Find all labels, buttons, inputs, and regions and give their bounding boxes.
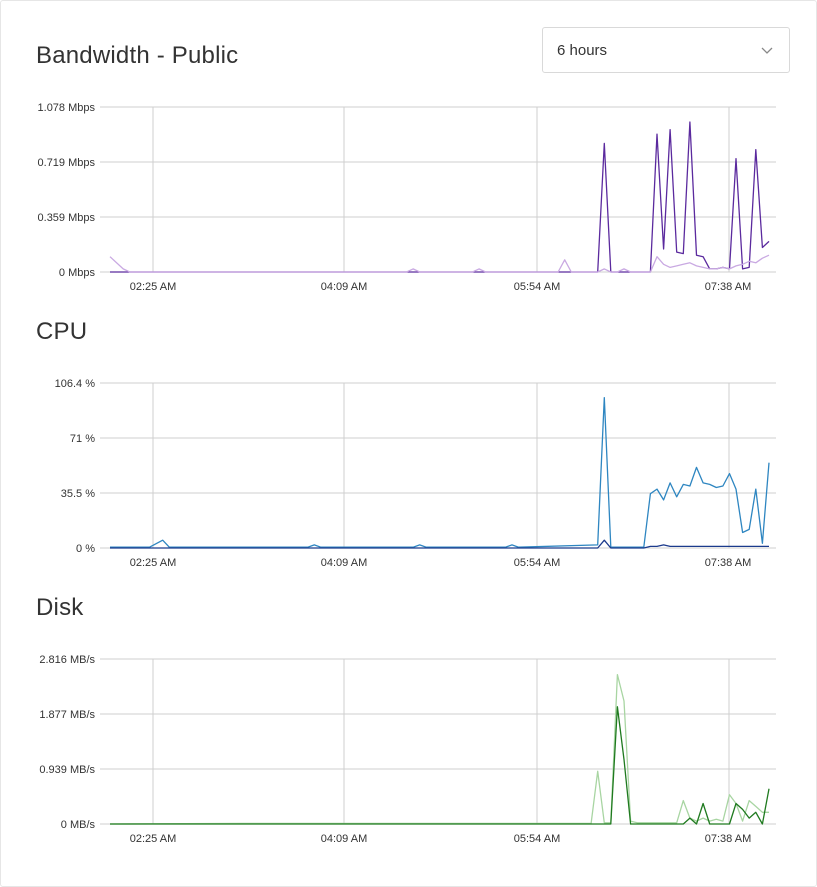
cpu-ytick-label: 106.4 % bbox=[55, 378, 96, 390]
cpu-xtick-label: 07:38 AM bbox=[705, 557, 751, 569]
bandwidth-ytick-label: 1.078 Mbps bbox=[38, 102, 96, 114]
time-range-select[interactable]: 6 hours bbox=[542, 27, 790, 73]
bandwidth-series-line-2 bbox=[109, 254, 770, 273]
bandwidth-xtick-label: 05:54 AM bbox=[514, 281, 560, 293]
disk-ytick-label: 1.877 MB/s bbox=[39, 709, 95, 721]
bandwidth-xtick-label: 02:25 AM bbox=[130, 281, 176, 293]
chevron-down-icon bbox=[761, 47, 773, 54]
disk-xtick-label: 04:09 AM bbox=[321, 833, 367, 845]
disk-xtick-label: 05:54 AM bbox=[514, 833, 560, 845]
bandwidth-ytick-label: 0.359 Mbps bbox=[38, 212, 96, 224]
cpu-xtick-label: 05:54 AM bbox=[514, 557, 560, 569]
time-range-value: 6 hours bbox=[557, 42, 608, 59]
disk-chart: 2.816 MB/s 1.877 MB/s 0.939 MB/s 0 MB/s 02:2… bbox=[39, 654, 776, 845]
bandwidth-chart: 1.078 Mbps 0.719 Mbps 0.359 Mbps 0 Mbps 02:2… bbox=[38, 102, 776, 293]
disk-xtick-label: 02:25 AM bbox=[130, 833, 176, 845]
cpu-ytick-label: 71 % bbox=[70, 433, 95, 445]
disk-title: Disk bbox=[36, 594, 84, 621]
bandwidth-ytick-label: 0.719 Mbps bbox=[38, 157, 96, 169]
bandwidth-title: Bandwidth - Public bbox=[36, 42, 239, 69]
bandwidth-series-line-1 bbox=[110, 121, 770, 273]
disk-ytick-label: 0 MB/s bbox=[61, 819, 96, 831]
disk-ytick-label: 0.939 MB/s bbox=[39, 764, 95, 776]
disk-series-line-2 bbox=[110, 706, 770, 825]
cpu-title: CPU bbox=[36, 318, 88, 345]
disk-series-line-1 bbox=[109, 673, 769, 825]
cpu-xtick-label: 04:09 AM bbox=[321, 557, 367, 569]
cpu-xtick-label: 02:25 AM bbox=[130, 557, 176, 569]
cpu-series-line-2 bbox=[110, 539, 769, 549]
bandwidth-ytick-label: 0 Mbps bbox=[59, 267, 96, 279]
disk-xtick-label: 07:38 AM bbox=[705, 833, 751, 845]
cpu-ytick-label: 0 % bbox=[76, 543, 95, 555]
cpu-chart: 106.4 % 71 % 35.5 % 0 % 02:25 AM 04:09 AM 05:5… bbox=[55, 378, 776, 569]
bandwidth-xtick-label: 04:09 AM bbox=[321, 281, 367, 293]
disk-ytick-label: 2.816 MB/s bbox=[39, 654, 95, 666]
bandwidth-xtick-label: 07:38 AM bbox=[705, 281, 751, 293]
cpu-ytick-label: 35.5 % bbox=[61, 488, 95, 500]
cpu-series-line-1 bbox=[110, 396, 770, 548]
